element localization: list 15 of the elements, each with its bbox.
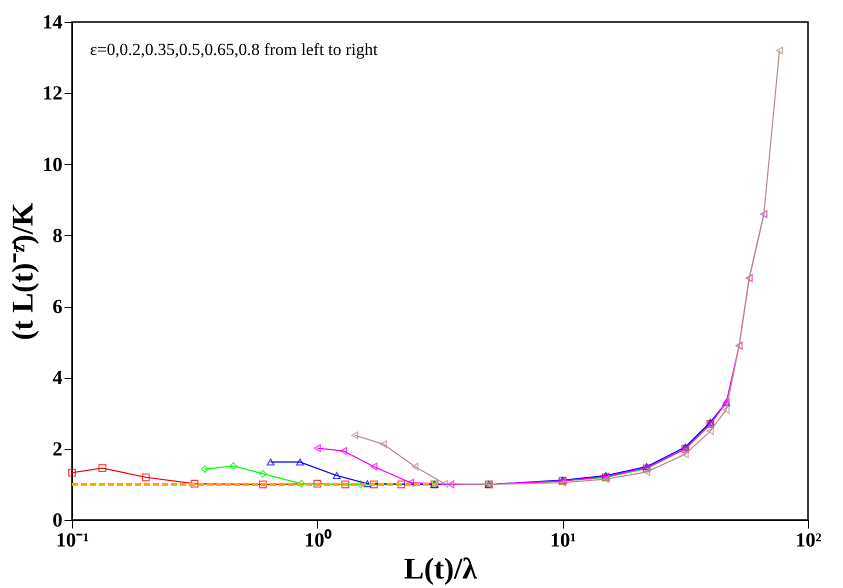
y-tick-label: 2 — [52, 438, 62, 460]
y-axis-title: (t L(t)⁻ᶻ̄)/K — [6, 202, 40, 340]
x-tick-label: 10⁰ — [304, 528, 332, 552]
x-tick-label: 10² — [796, 530, 822, 552]
y-tick-label: 4 — [52, 367, 62, 390]
x-axis-title: L(t)/λ — [404, 552, 478, 586]
y-tick-label: 0 — [52, 510, 62, 532]
y-tick-label: 8 — [52, 224, 62, 247]
y-tick-label: 14 — [42, 12, 62, 34]
y-tick-label: 12 — [42, 82, 62, 105]
x-tick-label: 10¹ — [550, 530, 576, 552]
x-tick-label: 10⁻¹ — [56, 530, 89, 552]
y-tick-label: 6 — [52, 296, 62, 318]
annotation: ε=0,0.2,0.35,0.5,0.65,0.8 from left to right — [90, 40, 378, 59]
y-tick-label: 10 — [42, 154, 62, 176]
